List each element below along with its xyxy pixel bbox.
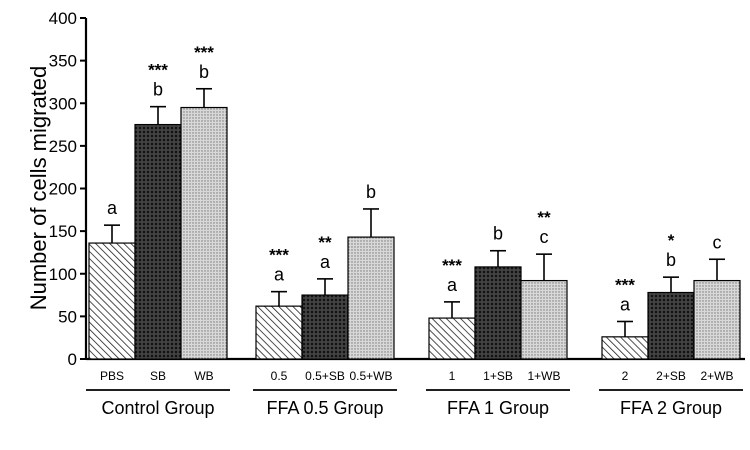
- sig-letter-SB: b: [153, 80, 163, 100]
- group-label-3: FFA 2 Group: [620, 398, 722, 418]
- sig-letter-1+WB: c: [540, 227, 549, 247]
- sig-letter-0.5+WB: b: [366, 182, 376, 202]
- category-label-0.5+SB: 0.5+SB: [305, 369, 345, 383]
- bars-layer: [88, 87, 741, 360]
- category-label-1+SB: 1+SB: [483, 369, 513, 383]
- sig-stars-0.5: ***: [269, 246, 289, 265]
- sig-letter-PBS: a: [107, 198, 118, 218]
- sig-letter-1: a: [447, 275, 458, 295]
- category-label-1+WB: 1+WB: [527, 369, 560, 383]
- sig-letter-1+SB: b: [493, 224, 503, 244]
- sig-letter-2+SB: b: [666, 250, 676, 270]
- axes: 0 50 100 150 200 250 300 350 400: [49, 9, 745, 391]
- y-tick-label-50: 50: [58, 307, 77, 326]
- sig-letter-WB: b: [199, 62, 209, 82]
- y-tick-label-250: 250: [49, 137, 77, 156]
- sig-stars-0.5+SB: **: [318, 233, 332, 252]
- y-tick-label-150: 150: [49, 222, 77, 241]
- y-tick-label-300: 300: [49, 94, 77, 113]
- category-label-PBS: PBS: [100, 369, 124, 383]
- category-label-2+SB: 2+SB: [656, 369, 686, 383]
- sig-letter-2: a: [620, 294, 631, 314]
- bar-1: [428, 317, 476, 360]
- sig-stars-2+SB: *: [668, 231, 675, 250]
- bar-wb: [180, 106, 228, 360]
- bar-2: [601, 336, 649, 360]
- sig-stars-1: ***: [442, 256, 462, 275]
- group-label-1: FFA 0.5 Group: [266, 398, 383, 418]
- y-axis-label: Number of cells migrated: [26, 66, 51, 311]
- bar-1-wb: [520, 279, 568, 360]
- category-label-1: 1: [449, 369, 456, 383]
- bar-0-5-sb: [301, 294, 349, 360]
- sig-letter-0.5+SB: a: [320, 252, 331, 272]
- y-tick-label-100: 100: [49, 265, 77, 284]
- sig-stars-1+WB: **: [537, 208, 551, 227]
- sig-letter-0.5: a: [274, 265, 285, 285]
- bar-2-wb: [693, 279, 741, 360]
- category-label-0.5+WB: 0.5+WB: [349, 369, 392, 383]
- category-label-2: 2: [622, 369, 629, 383]
- bar-0-5: [255, 305, 303, 360]
- group-label-0: Control Group: [101, 398, 214, 418]
- category-label-2+WB: 2+WB: [700, 369, 733, 383]
- sig-stars-SB: ***: [148, 61, 168, 80]
- category-label-SB: SB: [150, 369, 166, 383]
- bar-0-5-wb: [347, 236, 395, 360]
- bar-2-sb: [647, 291, 695, 360]
- sig-stars-WB: ***: [194, 43, 214, 62]
- sig-stars-2: ***: [615, 275, 635, 294]
- y-tick-label-200: 200: [49, 180, 77, 199]
- sig-letter-2+WB: c: [713, 232, 722, 252]
- bar-1-sb: [474, 266, 522, 360]
- bar-sb: [134, 123, 182, 360]
- y-tick-label-400: 400: [49, 9, 77, 28]
- group-label-2: FFA 1 Group: [447, 398, 549, 418]
- y-tick-label-350: 350: [49, 52, 77, 71]
- bar-pbs: [88, 242, 136, 360]
- y-tick-label-0: 0: [68, 350, 77, 369]
- category-label-0.5: 0.5: [271, 369, 288, 383]
- category-label-WB: WB: [194, 369, 213, 383]
